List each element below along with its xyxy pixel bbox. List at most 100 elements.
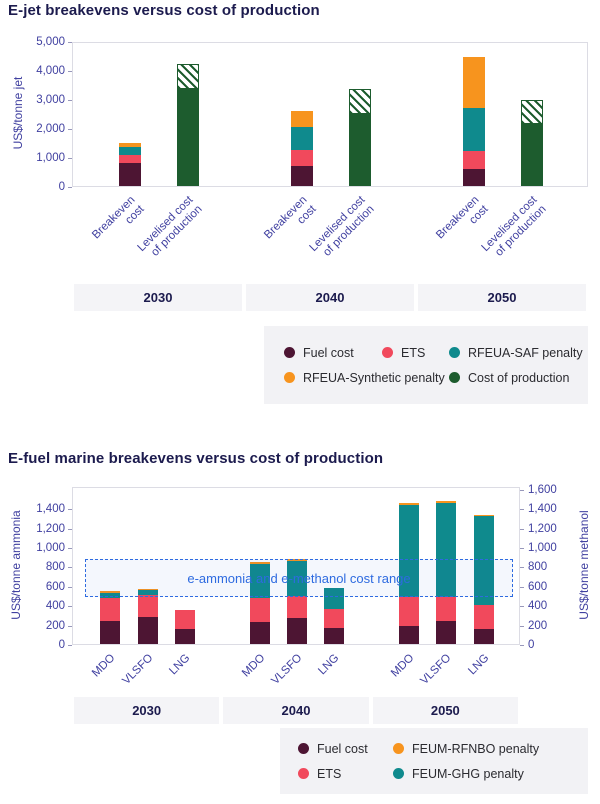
- bar-segment-synthetic: [463, 56, 486, 108]
- marine-y-tick-mark: [68, 586, 72, 588]
- legend-item-synthetic: RFEUA-Synthetic penalty: [284, 371, 449, 385]
- marine-legend: Fuel cost FEUM-RFNBO penalty ETS FEUM-GHG p…: [280, 728, 588, 794]
- legend-row: ETS FEUM-GHG penalty: [298, 767, 588, 781]
- jet-legend: Fuel cost ETS RFEUA-SAF penalty RFEUA-Synth…: [264, 326, 588, 404]
- marine-plot-area: e-ammonia and e-methanol cost range: [72, 487, 520, 645]
- bar-segment-production-hatched: [176, 64, 199, 89]
- bar-segment-ghg: [249, 563, 270, 599]
- bar-segment-fuel_cost: [119, 162, 142, 186]
- jet-plot-area: [72, 42, 588, 187]
- bar-segment-ets: [473, 605, 494, 629]
- bar-segment-synthetic: [119, 142, 142, 147]
- bar-segment-ets: [399, 597, 419, 626]
- legend-swatch-saf: [449, 347, 460, 358]
- bar-segment-saf: [291, 126, 314, 150]
- bar-segment-saf: [119, 146, 142, 155]
- bar-segment-ghg: [436, 503, 457, 597]
- marine-y-tick-label: 400: [528, 600, 548, 613]
- bar-segment-ets: [119, 154, 142, 163]
- jet-y-tick-label: 1,000: [36, 152, 65, 164]
- bar-segment-fuel_cost: [137, 616, 158, 644]
- marine-y-tick-mark: [520, 489, 524, 491]
- marine-y-tick-label: 400: [45, 600, 65, 613]
- cost-range-label: e-ammonia and e-methanol cost range: [187, 570, 411, 586]
- bar-segment-ghg: [137, 589, 158, 595]
- legend-swatch-production: [449, 372, 460, 383]
- bar-segment-rfnbo: [473, 515, 494, 517]
- marine-y-tick-mark: [68, 606, 72, 608]
- marine-y-tick-label: 1,200: [528, 522, 557, 535]
- bar-segment-ghg: [100, 592, 121, 599]
- year-label-2040: 2040: [246, 284, 414, 311]
- bar-segment-production-solid: [348, 113, 371, 186]
- marine-y-tick-label: 0: [528, 639, 535, 651]
- bar-segment-fuel_cost: [463, 168, 486, 186]
- legend-label: FEUM-RFNBO penalty: [412, 741, 540, 756]
- legend-swatch-fuel_cost: [298, 743, 309, 754]
- bar-segment-rfnbo: [137, 588, 158, 590]
- marine-y-tick-mark: [68, 528, 72, 530]
- bar-segment-fuel_cost: [473, 628, 494, 644]
- bar-segment-fuel_cost: [249, 621, 270, 644]
- bar-segment-ets: [249, 598, 270, 622]
- year-label-2030: 2030: [74, 697, 220, 724]
- marine-y-tick-mark: [68, 548, 72, 550]
- bar-segment-ghg: [287, 560, 307, 596]
- legend-swatch-rfnbo: [393, 743, 404, 754]
- jet-y-tick-label: 4,000: [36, 65, 65, 77]
- marine-chart-title: E-fuel marine breakevens versus cost of …: [8, 450, 384, 467]
- bar-segment-ghg: [399, 505, 419, 598]
- jet-y-tick-mark: [68, 187, 72, 188]
- bar-segment-fuel_cost: [175, 628, 195, 644]
- marine-y-tick-mark: [68, 509, 72, 511]
- legend-swatch-ets: [382, 347, 393, 358]
- legend-label: Fuel cost: [317, 741, 368, 756]
- bar-segment-ets: [175, 610, 195, 629]
- legend-swatch-ghg: [393, 768, 404, 779]
- legend-row: RFEUA-Synthetic penalty Cost of productio…: [284, 371, 588, 385]
- bar-segment-rfnbo: [249, 561, 270, 564]
- year-label-2050: 2050: [372, 697, 518, 724]
- legend-label: ETS: [401, 345, 426, 360]
- cost-range-box: e-ammonia and e-methanol cost range: [85, 558, 513, 598]
- marine-y-tick-mark: [520, 548, 524, 550]
- bar-segment-ghg: [324, 587, 345, 610]
- jet-y-tick-label: 5,000: [36, 36, 65, 48]
- bar-segment-ets: [463, 151, 486, 169]
- jet-y-tick-mark: [68, 158, 72, 159]
- legend-item-fuel_cost: Fuel cost: [284, 346, 382, 360]
- marine-y-tick-mark: [68, 645, 72, 646]
- marine-y-tick-label: 1,000: [36, 542, 65, 555]
- marine-y-tick-label: 0: [58, 639, 65, 651]
- bar-segment-ets: [324, 609, 345, 628]
- marine-y-tick-label: 600: [45, 580, 65, 593]
- marine-right-axis-title: US$/tonne methanol: [577, 510, 591, 620]
- marine-y-tick-mark: [520, 528, 524, 530]
- legend-label: Fuel cost: [303, 345, 354, 360]
- legend-item-ets: ETS: [382, 346, 449, 360]
- jet-y-tick-label: 3,000: [36, 94, 65, 106]
- bar-segment-fuel_cost: [100, 620, 121, 644]
- legend-label: Cost of production: [468, 370, 570, 385]
- legend-label: RFEUA-SAF penalty: [468, 345, 583, 360]
- bar-segment-ets: [436, 596, 457, 621]
- bar-segment-synthetic: [291, 110, 314, 127]
- bar-segment-saf: [463, 107, 486, 152]
- marine-y-tick-mark: [520, 625, 524, 627]
- legend-row: Fuel cost ETS RFEUA-SAF penalty: [284, 346, 588, 360]
- marine-y-tick-mark: [520, 567, 524, 569]
- legend-swatch-fuel_cost: [284, 347, 295, 358]
- bar-segment-production-solid: [176, 88, 199, 186]
- marine-y-tick-mark: [68, 567, 72, 569]
- jet-y-tick-mark: [68, 129, 72, 130]
- bar-segment-ets: [287, 595, 307, 618]
- marine-breakeven-chart: E-fuel marine breakevens versus cost of …: [0, 448, 600, 804]
- bar-segment-fuel_cost: [399, 625, 419, 644]
- marine-y-tick-label: 600: [528, 580, 548, 593]
- legend-item-production: Cost of production: [449, 371, 569, 385]
- bar-segment-fuel_cost: [291, 165, 314, 186]
- bar-segment-rfnbo: [436, 501, 457, 504]
- legend-label: FEUM-GHG penalty: [412, 766, 524, 781]
- legend-swatch-synthetic: [284, 372, 295, 383]
- marine-y-tick-mark: [520, 586, 524, 588]
